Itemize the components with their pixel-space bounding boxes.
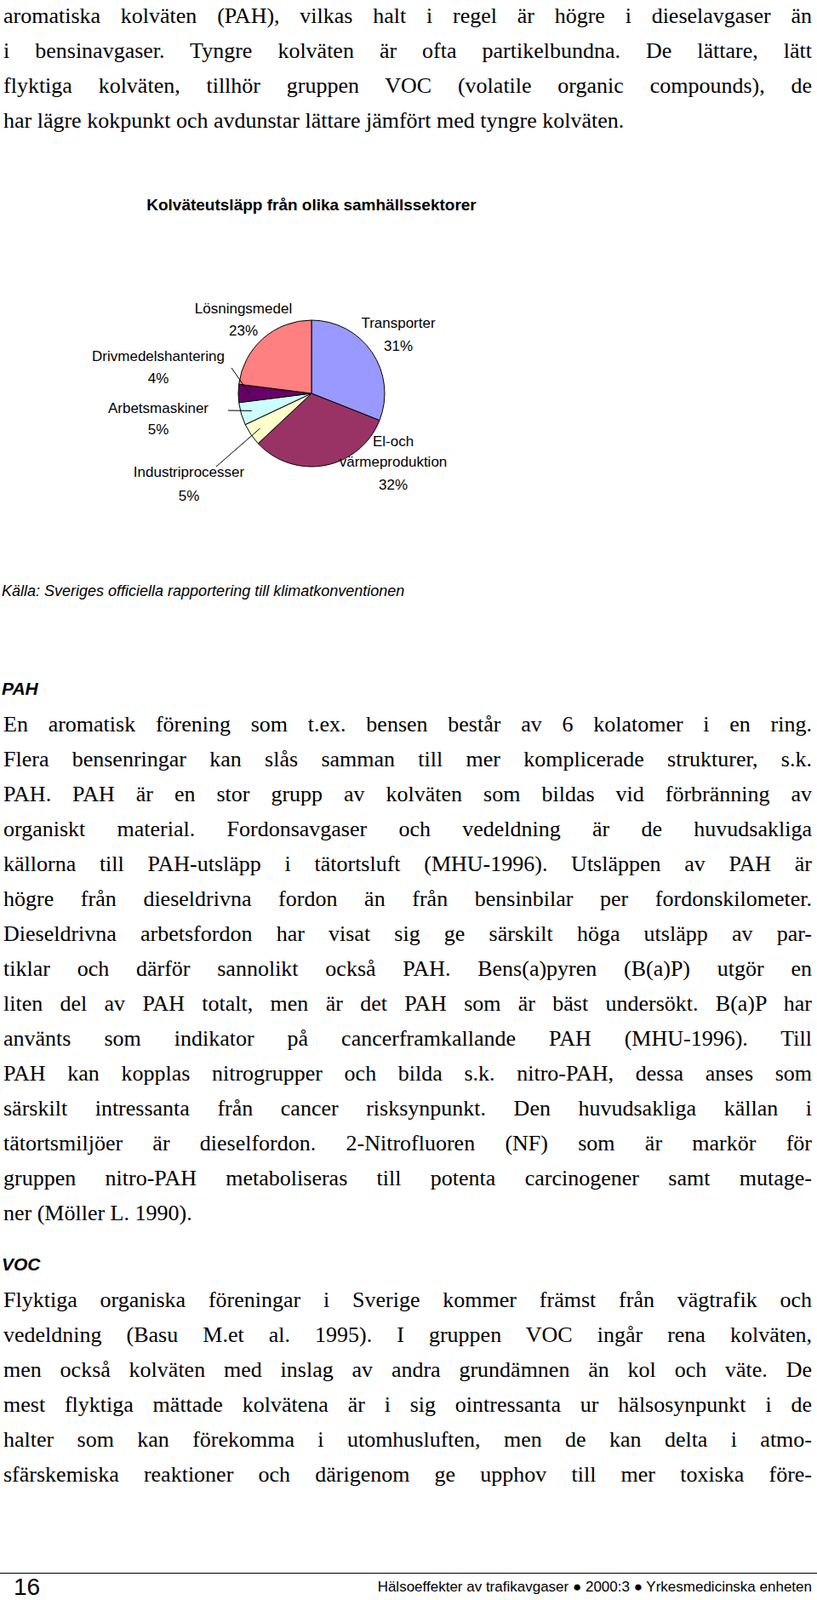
leader-line [216,428,261,467]
value-label: 4% [148,370,170,387]
text-line: tiklar och därför sannolikt också PAH. B… [3,950,812,986]
slice-label: Transporter [360,314,436,332]
leader-line [228,410,252,412]
text-line: ner (Möller L. 1990). [3,1194,812,1230]
text-line: Dieseldrivna arbetsfordon har visat sig … [3,915,812,951]
labels: Transporter 31% El-ochvärmeproduktion 32% In… [91,300,447,504]
slice-label: Lösningsmedel [194,300,292,317]
slice-label: Arbetsmaskiner [108,399,209,417]
text-line: halter som kan förekomma i utomhusluften… [3,1421,812,1457]
text-line: källorna till PAH-utsläpp i tätortsluft … [3,845,812,881]
text-line: har lägre kokpunkt och avdunstar lättare… [3,102,812,138]
footer-rule [0,1571,817,1573]
value-label: 32% [378,476,408,493]
page: aromatiska kolväten (PAH), vilkas halt i… [0,0,817,1600]
text-line: aromatiska kolväten (PAH), vilkas halt i… [3,0,812,34]
text-line: PAH. PAH är en stor grupp av kolväten so… [3,776,812,812]
section-heading: PAH [1,678,39,699]
text-line: Flera bensenringar kan slås samman till … [3,741,812,777]
value-label: 5% [148,421,170,438]
text-line: i bensinavgaser. Tyngre kolväten är ofta… [3,33,812,69]
footer-text: Hälsoeffekter av trafikavgaser ● 2000:3 … [377,1577,812,1595]
value-label: 31% [383,337,413,355]
pie-chart: Kolväteutsläpp från olika samhällssektor… [0,0,817,579]
text-line: vedeldning (Basu M.et al. 1995). I grupp… [3,1316,812,1352]
text-line: PAH kan kopplas nitrogrupper och bilda s… [3,1055,812,1091]
slices [238,319,385,467]
text-line: mest flyktiga mättade kolvätena är i sig… [3,1386,812,1422]
slice-label: El-ochvärmeproduktion [339,433,448,470]
text-line: liten del av PAH totalt, men är det PAH … [3,985,812,1021]
value-label: 23% [228,322,258,339]
text-line: flyktiga kolväten, tillhör gruppen VOC (… [3,68,812,103]
text-line: organiskt material. Fordonsavgaser och v… [3,811,812,846]
text-line: tätortsmiljöer är dieselfordon. 2-Nitrof… [3,1125,812,1160]
text-line: men också kolväten med inslag av andra g… [3,1351,812,1387]
text-line: högre från dieseldrivna fordon än från b… [3,880,812,916]
slice-label: Industriprocesser [133,463,246,480]
text-line: särskilt intressanta från cancer risksyn… [3,1090,812,1126]
leader-line [231,367,250,394]
section-heading: VOC [1,1253,41,1275]
text-line: En aromatisk förening som t.ex. bensen b… [3,706,812,742]
value-label: 5% [178,487,200,504]
page-number: 16 [13,1572,40,1600]
text-line: sfärskemiska reaktioner och därigenom ge… [3,1456,812,1492]
text-line: Flyktiga organiska föreningar i Sverige … [3,1281,812,1317]
text-line: använts som indikator på cancerframkalla… [3,1020,812,1056]
chart-title: Kolväteutsläpp från olika samhällssektor… [146,195,477,214]
source: Källa: Sveriges officiella rapportering … [1,582,405,600]
slice-label: Drivmedelshantering [91,348,225,365]
text-line: gruppen nitro-PAH metaboliseras till pot… [3,1159,812,1195]
